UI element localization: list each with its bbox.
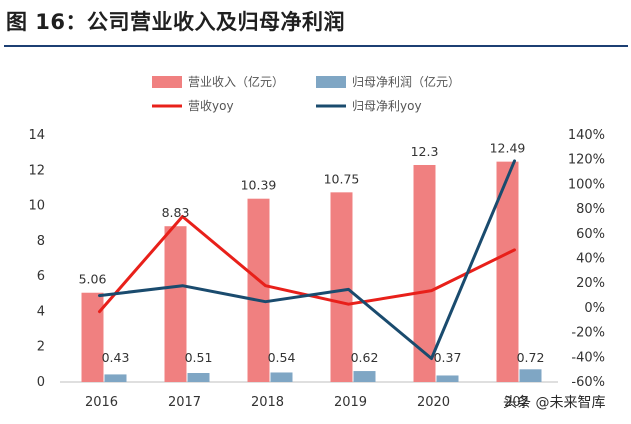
left-axis-ticks: 0 2 4 6 8 10 12 14 <box>28 128 45 390</box>
revenue-bar <box>496 161 519 382</box>
revenue-bar <box>164 226 187 382</box>
left-tick-label: 8 <box>37 234 45 249</box>
figure-title: 图 16：公司营业收入及归母净利润 <box>6 10 346 34</box>
legend-net-profit-yoy-label: 归母净利yoy <box>352 99 422 113</box>
x-tick-label: 2016 <box>85 395 118 410</box>
left-tick-label: 4 <box>37 304 45 319</box>
right-tick-label: 120% <box>568 153 605 168</box>
net-profit-bar <box>519 369 542 382</box>
revenue-bar <box>413 164 436 382</box>
left-tick-label: 2 <box>37 340 45 355</box>
legend-revenue-swatch <box>152 76 182 88</box>
x-tick-label: 2019 <box>334 395 367 410</box>
net-profit-bar-label: 0.72 <box>517 350 545 365</box>
revenue-bar-label: 8.83 <box>162 205 190 220</box>
revenue-bar-label: 10.75 <box>324 171 360 186</box>
x-tick-label: 2020 <box>417 395 450 410</box>
legend: 营业收入（亿元） 归母净利润（亿元） 营收yoy 归母净利yoy <box>152 74 460 113</box>
net-profit-bar-label: 0.62 <box>351 350 379 365</box>
revenue-bar-label: 12.3 <box>411 144 439 159</box>
left-tick-label: 0 <box>37 375 45 390</box>
legend-net-profit-swatch <box>316 76 346 88</box>
revenue-bar-label: 10.39 <box>241 178 277 193</box>
revenue-bar-label: 5.06 <box>79 272 107 287</box>
watermark: 头条 @未来智库 <box>503 395 606 411</box>
right-tick-label: -20% <box>571 326 605 341</box>
right-tick-label: 0% <box>584 301 605 316</box>
right-tick-label: 40% <box>576 252 605 267</box>
right-tick-label: 60% <box>576 227 605 242</box>
net-profit-bar <box>187 373 210 382</box>
right-tick-label: -60% <box>571 375 605 390</box>
right-tick-label: 100% <box>568 177 605 192</box>
legend-revenue-label: 营业收入（亿元） <box>188 74 284 89</box>
left-tick-label: 14 <box>28 128 45 143</box>
revenue-bar-label: 12.49 <box>490 141 526 156</box>
revenue-bar <box>81 292 104 382</box>
right-tick-label: -40% <box>571 350 605 365</box>
left-tick-label: 12 <box>28 163 45 178</box>
x-tick-label: 202 <box>504 395 529 410</box>
revenue-bar <box>330 192 353 382</box>
revenue-bar <box>247 198 270 382</box>
net-profit-bar <box>270 372 293 382</box>
net-profit-bar-label: 0.37 <box>434 350 462 365</box>
bar-value-labels: 5.06 0.43 8.83 0.51 10.39 0.54 10.75 0.62 12.3 0.… <box>79 141 545 365</box>
net-profit-bar <box>104 374 127 382</box>
net-profit-yoy-line <box>98 159 516 360</box>
legend-revenue-yoy-label: 营收yoy <box>188 99 234 113</box>
bars <box>81 161 542 382</box>
lines <box>98 159 516 360</box>
net-profit-bar <box>353 371 376 382</box>
revenue-yoy-line <box>98 215 516 314</box>
right-tick-label: 80% <box>576 202 605 217</box>
right-tick-label: 20% <box>576 276 605 291</box>
title-rule <box>4 45 628 47</box>
net-profit-bar-label: 0.51 <box>185 350 213 365</box>
left-tick-label: 10 <box>28 199 45 214</box>
left-tick-label: 6 <box>37 269 45 284</box>
net-profit-bar-label: 0.54 <box>268 350 296 365</box>
net-profit-bar-label: 0.43 <box>102 350 130 365</box>
net-profit-bar <box>436 375 459 382</box>
legend-net-profit-label: 归母净利润（亿元） <box>352 74 460 89</box>
right-tick-label: 140% <box>568 128 605 143</box>
right-axis-ticks: -60% -40% -20% 0% 20% 40% 60% 80% 100% 120% 140% <box>568 128 605 390</box>
x-tick-label: 2018 <box>251 395 284 410</box>
x-axis-ticks: 2016 2017 2018 2019 2020 202 <box>85 395 529 410</box>
x-tick-label: 2017 <box>168 395 201 410</box>
